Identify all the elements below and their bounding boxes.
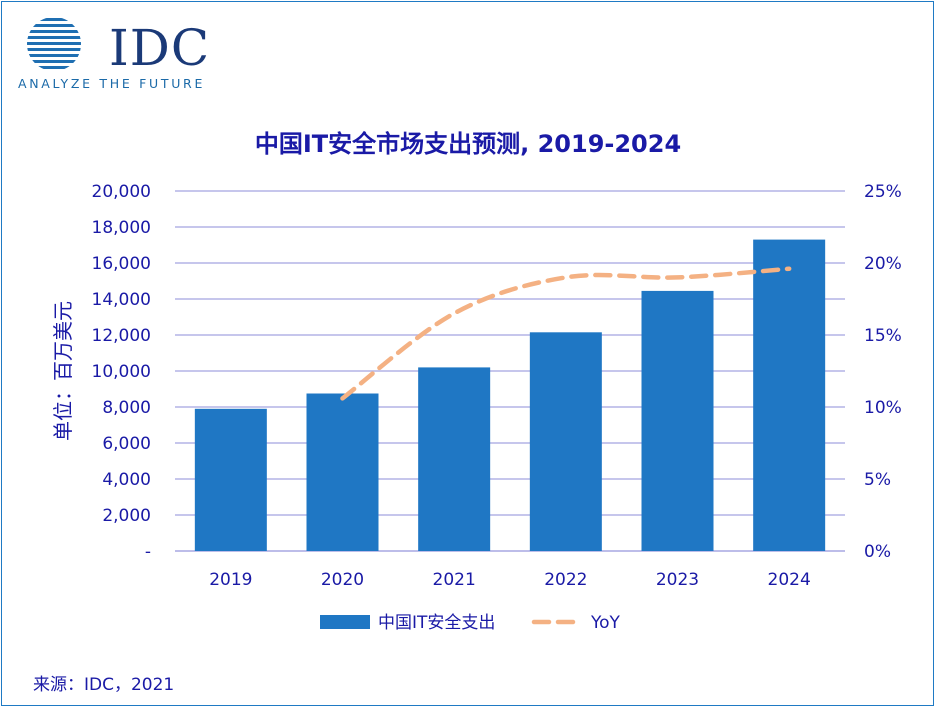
bar-2023 — [641, 290, 714, 551]
left-axis-tick-label: 16,000 — [92, 254, 151, 274]
logo-wordmark: IDC — [109, 19, 211, 77]
x-axis-tick-label: 2023 — [656, 570, 699, 590]
left-axis-tick-label: 18,000 — [92, 218, 151, 238]
left-axis-tick-label: 10,000 — [92, 362, 151, 382]
y-axis-label: 单位：百万美元 — [51, 301, 75, 441]
x-axis-tick-label: 2020 — [321, 570, 364, 590]
right-axis-tick-label: 5% — [864, 470, 891, 490]
left-axis-tick-label: 12,000 — [92, 326, 151, 346]
chart-title: 中国IT安全市场支出预测, 2019-2024 — [255, 130, 681, 158]
bar-2021 — [418, 367, 491, 551]
legend-label-line: YoY — [590, 613, 621, 633]
x-axis-tick-label: 2024 — [768, 570, 811, 590]
logo-tagline: ANALYZE THE FUTURE — [18, 76, 206, 91]
left-axis-tick-label: 14,000 — [92, 290, 151, 310]
right-axis-tick-label: 25% — [864, 182, 902, 202]
x-axis-tick-label: 2019 — [209, 570, 252, 590]
legend-swatch-bar — [320, 615, 370, 629]
idc-logo: IDC ANALYZE THE FUTURE — [14, 16, 224, 94]
bar-2019 — [194, 408, 267, 551]
right-axis-tick-label: 10% — [864, 398, 902, 418]
x-axis-tick-label: 2022 — [544, 570, 587, 590]
right-axis-tick-label: 20% — [864, 254, 902, 274]
bar-2022 — [529, 332, 602, 551]
left-axis-tick-label: 2,000 — [102, 506, 151, 526]
source-note: 来源：IDC，2021 — [33, 675, 174, 695]
right-axis-tick-label: 0% — [864, 542, 891, 562]
series-line-yoy — [340, 266, 792, 401]
right-axis-tick-label: 15% — [864, 326, 902, 346]
left-axis-tick-label: - — [145, 542, 151, 562]
left-axis-tick-label: 4,000 — [102, 470, 151, 490]
left-axis-tick-label: 20,000 — [92, 182, 151, 202]
left-axis-tick-label: 6,000 — [102, 434, 151, 454]
left-axis-tick-label: 8,000 — [102, 398, 151, 418]
bar-2020 — [306, 393, 379, 551]
legend-label-bar: 中国IT安全支出 — [378, 613, 495, 633]
idc-globe-icon — [27, 18, 81, 69]
bar-2024 — [753, 239, 826, 551]
x-axis-tick-label: 2021 — [433, 570, 476, 590]
